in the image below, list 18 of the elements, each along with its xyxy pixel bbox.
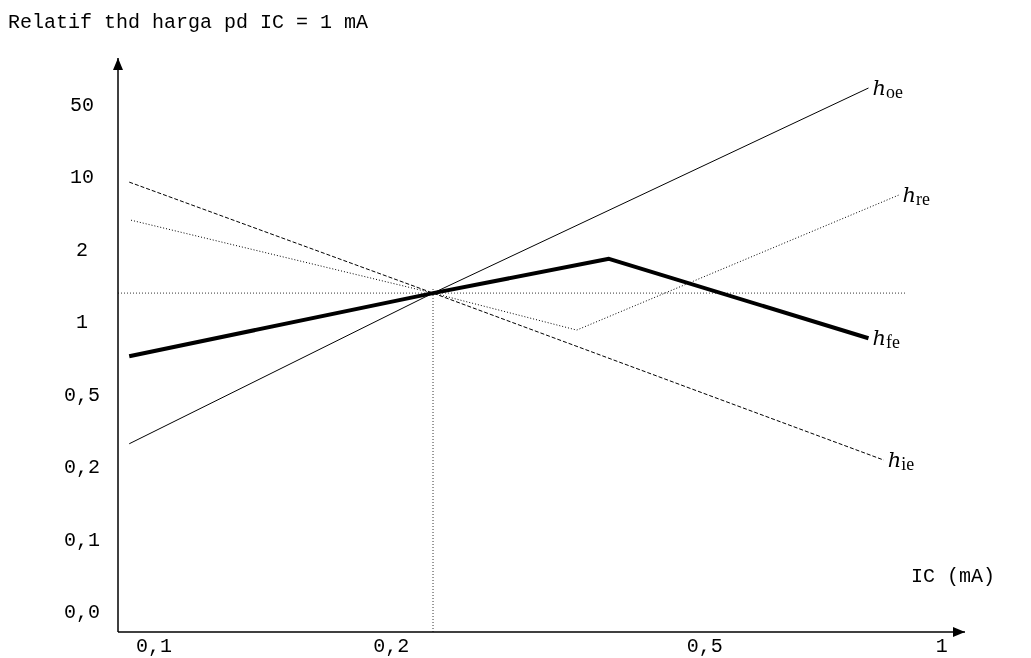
text: 1 [75,311,89,334]
x-tick-label: 1 [935,635,948,658]
text: 0,2 [63,456,101,479]
x-tick-label: 0,2 [373,635,410,658]
text: 0,5 [63,383,101,407]
series-label: h$_{re}$ [902,183,930,209]
x-tick-label: 0,1 [136,635,173,658]
text: 10 [69,166,95,189]
series-label: h$_{oe}$ [872,76,903,102]
text: 50 [69,93,95,117]
text: 0,0 [63,601,101,624]
text: 2 [75,238,89,262]
x-tick-label: 0,5 [686,635,723,658]
text: 0,1 [63,528,101,552]
series-label: h$_{ie}$ [887,448,915,474]
series-label: h$_{fe}$ [872,326,900,352]
chart-title: Relatif thd harga pd IC = 1 mA [8,11,369,34]
x-axis-title: IC (mA) [910,565,995,588]
